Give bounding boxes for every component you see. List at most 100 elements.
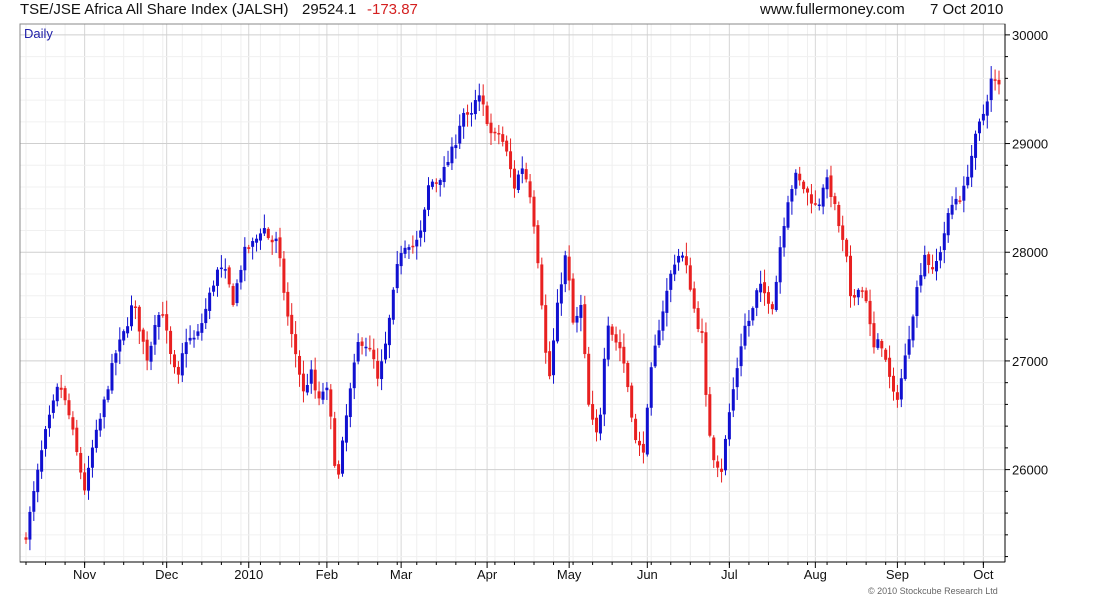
bar-body xyxy=(977,121,981,134)
ohlc-bar-down xyxy=(176,361,180,384)
x-tick-label: Sep xyxy=(886,567,909,582)
ohlc-bar-down xyxy=(868,289,872,337)
bar-body xyxy=(548,351,552,377)
bar-body xyxy=(637,440,641,446)
bar-body xyxy=(743,325,747,346)
x-tick-label: Apr xyxy=(477,567,498,582)
bar-body xyxy=(946,213,950,236)
bar-body xyxy=(305,385,309,393)
ohlc-bar-up xyxy=(825,169,829,199)
ohlc-bar-up xyxy=(87,455,91,500)
bar-body xyxy=(376,360,380,379)
ohlc-bar-up xyxy=(255,234,259,252)
bar-body xyxy=(106,389,110,400)
ohlc-bar-down xyxy=(360,337,364,355)
bar-body xyxy=(723,438,727,471)
bar-body xyxy=(583,304,587,355)
bar-body xyxy=(989,78,993,101)
bar-body xyxy=(372,349,376,360)
bar-body xyxy=(622,346,626,364)
bar-body xyxy=(71,417,75,430)
ohlc-bar-down xyxy=(497,124,501,145)
bar-body xyxy=(630,385,634,418)
bar-body xyxy=(360,341,364,346)
bar-body xyxy=(661,311,665,331)
x-tick-label: Oct xyxy=(973,567,994,582)
bar-body xyxy=(688,265,692,290)
bar-body xyxy=(356,342,360,362)
ohlc-bar-up xyxy=(235,279,239,307)
bar-body xyxy=(817,204,821,207)
bar-body xyxy=(595,417,599,433)
bar-body xyxy=(196,331,200,336)
bar-body xyxy=(981,113,985,121)
ohlc-bar-down xyxy=(587,346,591,407)
ohlc-bar-up xyxy=(946,208,950,243)
ohlc-bar-down xyxy=(227,265,231,288)
x-tick-label: Feb xyxy=(316,567,338,582)
bar-body xyxy=(130,305,134,327)
ohlc-bar-up xyxy=(934,248,938,281)
website-link[interactable]: www.fullermoney.com xyxy=(760,1,905,18)
ohlc-bar-down xyxy=(145,331,149,371)
ohlc-bar-up xyxy=(977,118,981,141)
bar-body xyxy=(118,339,122,352)
ohlc-bar-up xyxy=(962,176,966,213)
bar-body xyxy=(532,196,536,227)
bar-body xyxy=(634,418,638,441)
ohlc-bar-down xyxy=(637,431,641,456)
ohlc-bar-up xyxy=(552,328,556,384)
bar-body xyxy=(540,264,544,306)
bar-body xyxy=(141,329,145,342)
bar-body xyxy=(567,256,571,281)
ohlc-bar-down xyxy=(298,350,302,387)
bar-body xyxy=(192,337,196,340)
bar-body xyxy=(344,415,348,443)
bar-body xyxy=(501,134,505,142)
ohlc-bar-up xyxy=(321,382,325,405)
bar-body xyxy=(618,341,622,349)
ohlc-bar-up xyxy=(907,325,911,359)
ohlc-bar-down xyxy=(763,269,767,306)
ohlc-bar-up xyxy=(899,368,903,408)
ohlc-bar-up xyxy=(438,178,442,197)
ohlc-bar-up xyxy=(462,108,466,139)
ohlc-bar-down xyxy=(626,360,630,393)
bar-body xyxy=(341,440,345,474)
bar-body xyxy=(790,188,794,202)
bar-body xyxy=(606,325,610,360)
bar-body xyxy=(849,255,853,297)
bar-body xyxy=(942,233,946,251)
chart-title: TSE/JSE Africa All Share Index (JALSH) xyxy=(20,1,289,18)
ohlc-bar-down xyxy=(411,235,415,254)
ohlc-bar-down xyxy=(528,174,532,204)
bar-body xyxy=(212,285,216,292)
bar-body xyxy=(829,175,833,198)
bar-body xyxy=(536,225,540,264)
ohlc-bar-up xyxy=(473,89,477,120)
ohlc-bar-up xyxy=(645,403,649,457)
ohlc-bar-up xyxy=(239,265,243,290)
ohlc-bar-up xyxy=(399,245,403,275)
ohlc-bar-down xyxy=(766,286,770,314)
bar-body xyxy=(215,269,219,286)
bar-body xyxy=(919,275,923,286)
x-tick-label: Dec xyxy=(155,567,179,582)
ohlc-bar-up xyxy=(122,329,126,346)
bar-body xyxy=(32,491,36,512)
ohlc-bar-down xyxy=(684,242,688,274)
ohlc-bar-up xyxy=(98,413,102,437)
bar-body xyxy=(950,204,954,215)
ohlc-bar-down xyxy=(165,300,169,344)
ohlc-bar-up xyxy=(903,343,907,381)
ohlc-bar-down xyxy=(622,333,626,373)
bar-body xyxy=(262,228,266,234)
ohlc-bar-down xyxy=(329,384,333,430)
bar-body xyxy=(153,324,157,345)
ohlc-bar-up xyxy=(469,102,473,127)
bar-body xyxy=(735,368,739,388)
bar-body xyxy=(55,386,59,402)
ohlc-bar-down xyxy=(231,283,235,307)
ohlc-bar-down xyxy=(958,195,962,204)
bar-body xyxy=(407,247,411,250)
